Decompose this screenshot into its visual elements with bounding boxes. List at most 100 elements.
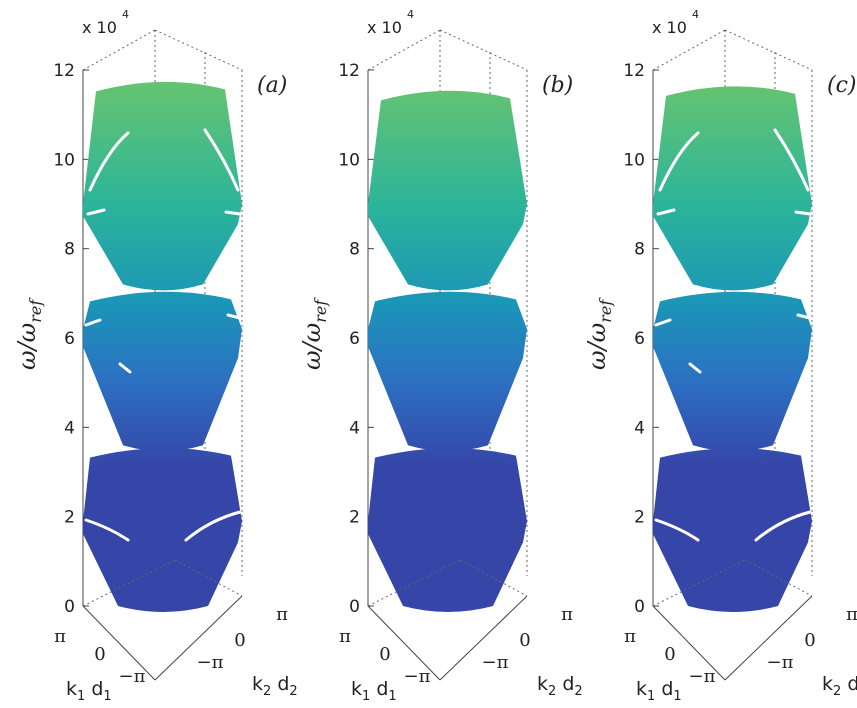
k1-tick-label: π xyxy=(624,626,636,647)
k1-axis-label-sub1: 1 xyxy=(77,689,85,704)
y-axis-label-main: ω/ω xyxy=(583,323,611,370)
value-tick-label: 8 xyxy=(349,240,360,260)
floor-dotted-edge xyxy=(652,559,746,607)
k2-tick-label: 0 xyxy=(519,630,530,651)
y-axis-label: ω/ωref xyxy=(583,297,615,370)
value-tick-label: 6 xyxy=(349,329,360,349)
value-tick-label: 10 xyxy=(53,150,75,170)
k1-axis-line xyxy=(367,605,441,681)
value-tick-label: 4 xyxy=(634,418,645,438)
band-gap-streak xyxy=(656,208,676,216)
k1-tick-label: 0 xyxy=(379,644,390,665)
band-gap-streak xyxy=(754,510,812,542)
k1-axis-label-sub2: 1 xyxy=(103,689,111,704)
k1-tick-label: −π xyxy=(404,666,431,687)
k2-axis-label-sub1: 2 xyxy=(263,684,271,699)
k1-tick-label: 0 xyxy=(664,644,675,665)
k1-tick-label: −π xyxy=(119,666,146,687)
k1-tick-label: π xyxy=(339,626,351,647)
k2-tick-label: π xyxy=(561,604,573,625)
value-tick-label: 0 xyxy=(349,597,360,617)
value-multiplier-exponent: 4 xyxy=(407,8,414,21)
k2-axis-label-mid: d xyxy=(271,673,289,695)
k2-axis-label-sub2: 2 xyxy=(574,684,582,699)
band-gap-streak xyxy=(88,131,130,192)
band-surface-3 xyxy=(83,81,242,291)
y-axis-label-main: ω/ω xyxy=(298,323,326,370)
k1-tick-label: 0 xyxy=(94,644,105,665)
k2-axis-label-sub2: 2 xyxy=(289,684,297,699)
y-axis-label: ω/ωref xyxy=(13,297,45,370)
band-surface-2 xyxy=(368,291,527,452)
y-axis-label-sub: ref xyxy=(596,297,615,323)
k1-axis-label-sub2: 1 xyxy=(388,689,396,704)
k1-axis-label-mid: d xyxy=(370,678,388,700)
k1-axis-label-mid: d xyxy=(85,678,103,700)
value-tick-label: 6 xyxy=(64,329,75,349)
k2-axis-label-sub1: 2 xyxy=(833,684,841,699)
y-axis-label: ω/ωref xyxy=(298,297,330,370)
k2-axis-label: k2 d2 xyxy=(252,673,298,699)
k2-tick-label: −π xyxy=(767,652,794,673)
band-surface-3 xyxy=(653,86,812,291)
value-tick-label: 0 xyxy=(64,597,75,617)
box-dotted-edges xyxy=(652,29,813,596)
floor-dotted-edge xyxy=(367,559,461,607)
band-gap-streak xyxy=(773,128,810,192)
band-gap-streak xyxy=(118,362,132,374)
k1-axis-label: k1 d1 xyxy=(66,678,112,704)
band-gap-streak xyxy=(184,510,242,542)
k1-axis-label: k1 d1 xyxy=(351,678,397,704)
y-axis-label-main: ω/ω xyxy=(13,323,41,370)
band-gap-streak xyxy=(84,318,102,327)
band-gap-streak xyxy=(86,208,106,216)
k2-tick-label: −π xyxy=(482,652,509,673)
band-gap-streak xyxy=(84,518,130,542)
band-gap-streak xyxy=(226,313,242,320)
band-gap-streak xyxy=(654,318,672,327)
k2-axis-label: k2 d2 xyxy=(537,673,583,699)
k2-axis-label: k2 d2 xyxy=(822,673,857,699)
value-tick-label: 12 xyxy=(623,61,645,81)
value-tick-label: 0 xyxy=(634,597,645,617)
value-tick-label: 10 xyxy=(338,150,360,170)
band-surface-1 xyxy=(368,448,527,612)
y-axis-label-sub: ref xyxy=(311,297,330,323)
value-tick-label: 2 xyxy=(349,508,360,528)
band-gap-streak xyxy=(796,313,812,320)
panel-label: (b) xyxy=(542,73,573,98)
band-surface-3 xyxy=(368,90,527,291)
band-gap-streak xyxy=(654,518,700,542)
value-tick-label: 12 xyxy=(53,61,75,81)
k1-axis-label: k1 d1 xyxy=(636,678,682,704)
value-multiplier-exponent: 4 xyxy=(122,8,129,21)
value-tick-label: 8 xyxy=(634,240,645,260)
band-surface-1 xyxy=(653,448,812,612)
k1-tick-label: −π xyxy=(689,666,716,687)
k2-axis-label-base: k xyxy=(537,673,548,695)
y-axis-label-sub: ref xyxy=(26,297,45,323)
k1-axis-label-sub1: 1 xyxy=(647,689,655,704)
k1-axis-line xyxy=(652,605,726,681)
floor-dotted-edge xyxy=(82,559,176,607)
k1-tick-label: π xyxy=(54,626,66,647)
box-dotted-edges xyxy=(367,29,528,596)
box-dotted-edges xyxy=(82,29,243,596)
k2-axis-label-base: k xyxy=(252,673,263,695)
k2-tick-label: −π xyxy=(197,652,224,673)
k2-axis-line xyxy=(154,595,243,681)
band-gap-streak xyxy=(203,128,240,192)
value-tick-label: 8 xyxy=(64,240,75,260)
value-tick-label: 6 xyxy=(634,329,645,349)
k2-axis-line xyxy=(439,595,528,681)
value-multiplier: x 10 xyxy=(367,18,402,37)
k2-axis-line xyxy=(724,595,813,681)
band-gap-streak xyxy=(658,131,700,192)
panel-label: (a) xyxy=(257,73,287,98)
k1-axis-label-base: k xyxy=(66,678,77,700)
value-tick-label: 2 xyxy=(634,508,645,528)
